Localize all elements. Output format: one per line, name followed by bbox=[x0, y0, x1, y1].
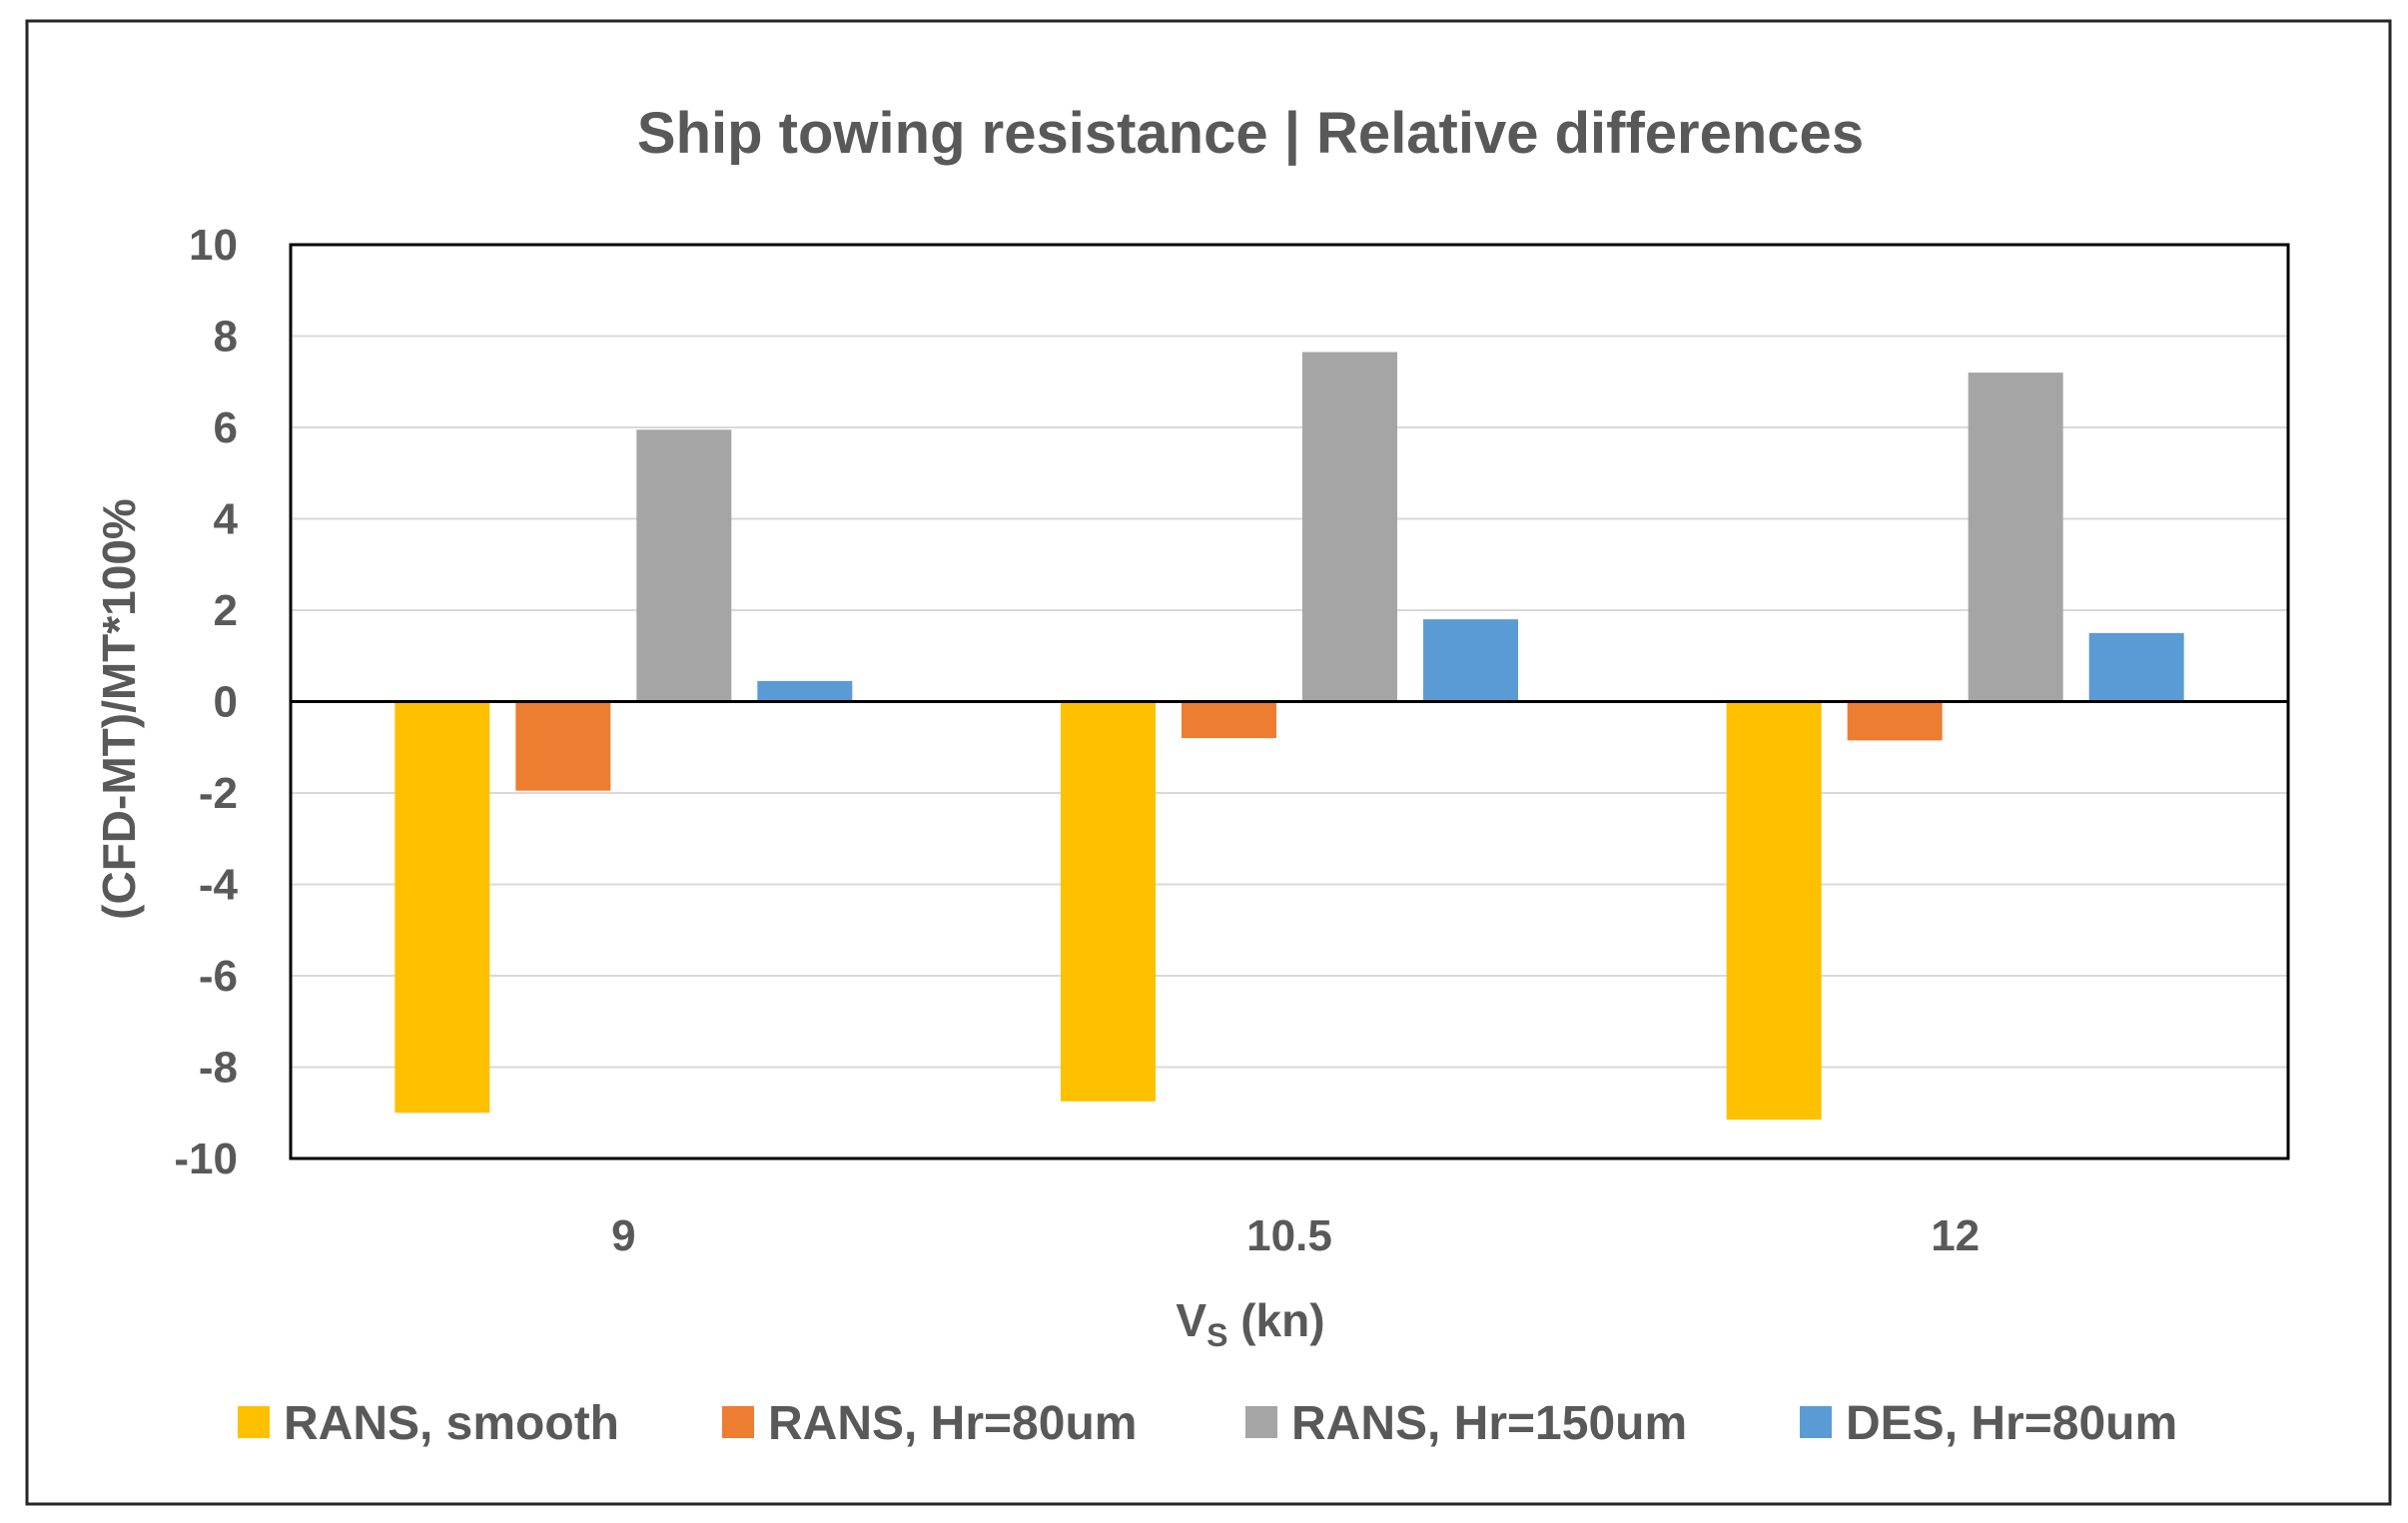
bar bbox=[395, 701, 490, 1114]
y-tick-label: 10 bbox=[189, 221, 238, 270]
x-axis-tick-labels: 9 10.5 12 bbox=[611, 1211, 1980, 1260]
bar bbox=[636, 429, 732, 702]
y-tick-label: 8 bbox=[214, 313, 238, 362]
chart-title: Ship towing resistance | Relative differ… bbox=[637, 101, 1864, 166]
y-tick-label: 0 bbox=[214, 678, 238, 727]
legend-swatch bbox=[238, 1406, 270, 1438]
bar bbox=[1061, 701, 1156, 1102]
legend-label: RANS, Hr=80um bbox=[768, 1397, 1137, 1450]
x-tick-label: 12 bbox=[1931, 1211, 1980, 1260]
y-tick-label: -6 bbox=[199, 952, 238, 1001]
bar bbox=[1302, 352, 1397, 702]
gridlines bbox=[291, 335, 2288, 1069]
x-tick-label: 9 bbox=[611, 1211, 635, 1260]
x-axis-title-subscript: S bbox=[1206, 1317, 1227, 1353]
legend-label: DES, Hr=80um bbox=[1846, 1397, 2177, 1450]
y-tick-label: 2 bbox=[214, 586, 238, 635]
bar bbox=[1847, 701, 1943, 741]
plot-area-border bbox=[289, 243, 2290, 1160]
y-tick-label: -2 bbox=[199, 769, 238, 818]
legend-label: RANS, smooth bbox=[284, 1397, 619, 1450]
y-axis-tick-labels: 10 8 6 4 2 0 -2 -4 -6 -8 -10 bbox=[174, 221, 238, 1183]
bar bbox=[1182, 701, 1276, 739]
x-tick-label: 10.5 bbox=[1246, 1211, 1332, 1260]
y-tick-label: 4 bbox=[214, 495, 239, 544]
y-tick-label: 6 bbox=[214, 403, 238, 452]
x-axis-title-main: V bbox=[1176, 1294, 1206, 1346]
y-axis-title: (CFD-MT)/MT*100% bbox=[93, 498, 145, 920]
bar bbox=[1423, 619, 1518, 702]
y-tick-label: -8 bbox=[199, 1044, 238, 1093]
bars bbox=[395, 352, 2184, 1121]
bar bbox=[2088, 632, 2184, 702]
bar bbox=[1968, 373, 2063, 702]
legend-swatch bbox=[1800, 1406, 1832, 1438]
y-tick-label: -4 bbox=[199, 861, 239, 910]
x-axis-title-unit: (kn) bbox=[1227, 1294, 1324, 1346]
legend-swatch bbox=[722, 1406, 754, 1438]
y-tick-label: -10 bbox=[174, 1135, 238, 1183]
bar bbox=[1726, 701, 1822, 1121]
legend-swatch bbox=[1245, 1406, 1277, 1438]
legend: RANS, smooth RANS, Hr=80um RANS, Hr=150um D… bbox=[238, 1397, 2177, 1450]
bar bbox=[515, 701, 611, 791]
bar bbox=[757, 680, 853, 702]
x-axis-title: VS (kn) bbox=[1176, 1294, 1324, 1353]
legend-label: RANS, Hr=150um bbox=[1291, 1397, 1687, 1450]
